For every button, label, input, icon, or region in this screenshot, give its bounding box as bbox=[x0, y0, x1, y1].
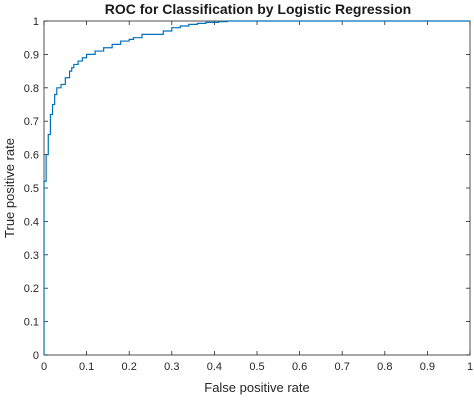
y-tick-label: 0.9 bbox=[24, 49, 39, 61]
y-axis-label: True positive rate bbox=[2, 138, 17, 238]
plot-frame bbox=[43, 20, 471, 356]
y-tick-label: 1 bbox=[33, 16, 39, 28]
ticks-layer: 0 0.1 0.2 0.3 0.4 0.5 0.6 0.7 0.8 0.9 1 0 0.1 0.2 0.3 0… bbox=[24, 16, 473, 373]
x-tick-label: 0.7 bbox=[335, 361, 350, 373]
y-tick-label: 0.5 bbox=[24, 183, 39, 195]
plot-area: 0 0.1 0.2 0.3 0.4 0.5 0.6 0.7 0.8 0.9 1 0 0.1 0.2 0.3 0… bbox=[24, 16, 473, 373]
x-tick-label: 0.1 bbox=[79, 361, 94, 373]
y-tick-label: 0.2 bbox=[24, 283, 39, 295]
y-tick-label: 0.3 bbox=[24, 250, 39, 262]
x-tick-label: 0.3 bbox=[164, 361, 179, 373]
x-tick-label: 1 bbox=[467, 361, 473, 373]
series-layer bbox=[43, 20, 470, 355]
chart-title: ROC for Classification by Logistic Regre… bbox=[105, 1, 412, 17]
y-tick-label: 0.6 bbox=[24, 150, 39, 162]
y-tick-label: 0.7 bbox=[24, 116, 39, 128]
x-tick-label: 0.4 bbox=[207, 361, 222, 373]
y-tick-label: 0.8 bbox=[24, 83, 39, 95]
roc-curve-line bbox=[43, 20, 470, 355]
x-tick-label: 0.9 bbox=[420, 361, 435, 373]
x-tick-label: 0.8 bbox=[377, 361, 392, 373]
y-tick-label: 0.4 bbox=[24, 216, 39, 228]
y-tick-label: 0 bbox=[33, 350, 39, 362]
x-tick-label: 0.5 bbox=[249, 361, 264, 373]
y-tick-label: 0.1 bbox=[24, 317, 39, 329]
x-tick-label: 0 bbox=[41, 361, 47, 373]
x-tick-label: 0.2 bbox=[122, 361, 137, 373]
x-tick-label: 0.6 bbox=[292, 361, 307, 373]
x-axis-label: False positive rate bbox=[204, 380, 310, 395]
